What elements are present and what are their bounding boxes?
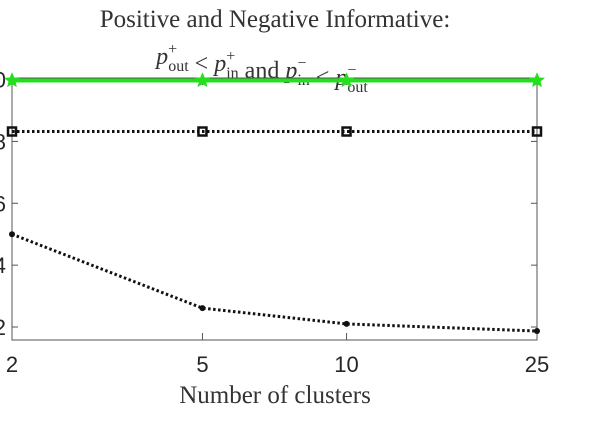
dot-marker xyxy=(343,320,350,327)
square-marker xyxy=(6,126,18,137)
dot-marker xyxy=(534,328,540,335)
x-tick-label: 2 xyxy=(6,352,18,377)
x-tick-label: 10 xyxy=(334,352,358,377)
axes-frame xyxy=(11,77,538,341)
square-marker xyxy=(197,126,208,137)
star-marker xyxy=(529,72,545,88)
y-tick-label: 4 xyxy=(0,253,6,278)
y-tick-label: 8 xyxy=(0,129,6,154)
y-tick-label: 6 xyxy=(0,191,6,216)
x-tick-label: 5 xyxy=(196,352,208,377)
square-marker xyxy=(531,126,543,137)
chart-subtitle: p+out < p+in and p−in < p−out xyxy=(154,41,368,96)
y-tick-label: 10 xyxy=(0,68,6,93)
star-marker xyxy=(4,72,20,88)
dot-marker xyxy=(9,231,15,238)
y-tick-label: 2 xyxy=(0,315,6,340)
star-marker xyxy=(194,72,211,88)
series-line xyxy=(11,232,538,333)
x-tick-label: 25 xyxy=(525,352,549,377)
x-axis-label: Number of clusters xyxy=(179,382,371,409)
chart-title: Positive and Negative Informative: xyxy=(100,6,451,33)
square-marker xyxy=(341,126,352,137)
dot-marker xyxy=(199,305,206,312)
star-marker xyxy=(338,72,355,88)
